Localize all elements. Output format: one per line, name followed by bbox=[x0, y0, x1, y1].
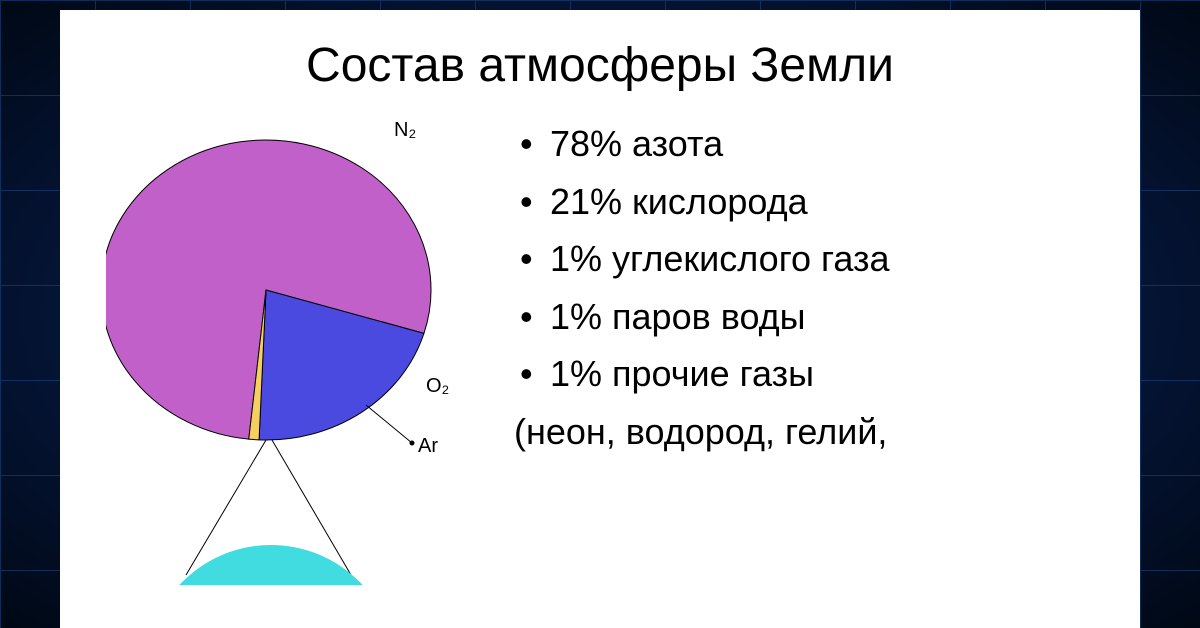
bullet-item: 1% паров воды bbox=[514, 288, 1094, 346]
pie-pointer-dot bbox=[410, 441, 415, 446]
bullet-item: 1% прочие газы bbox=[514, 345, 1094, 403]
bullet-list: 78% азота21% кислорода1% углекислого газ… bbox=[514, 115, 1094, 403]
pie-detail-circle bbox=[146, 545, 396, 585]
pie-svg bbox=[106, 115, 506, 585]
chart-column: N₂ O₂ Ar bbox=[106, 115, 506, 575]
slide-card: Состав атмосферы Земли N₂ O₂ Ar 78% азота2… bbox=[60, 10, 1140, 628]
slide-title: Состав атмосферы Земли bbox=[106, 38, 1094, 93]
bullet-item: 21% кислорода bbox=[514, 173, 1094, 231]
pie-pointer bbox=[366, 405, 412, 443]
pie-label-Ar: Ar bbox=[418, 435, 438, 458]
pie-label-O2: O₂ bbox=[426, 375, 449, 398]
list-tail-line: (неон, водород, гелий, bbox=[514, 403, 1094, 461]
bullet-item: 78% азота bbox=[514, 115, 1094, 173]
pie-label-N2: N₂ bbox=[394, 119, 416, 142]
slide-content: N₂ O₂ Ar 78% азота21% кислорода1% углекисл… bbox=[106, 115, 1094, 575]
composition-list: 78% азота21% кислорода1% углекислого газ… bbox=[514, 115, 1094, 575]
pie-chart: N₂ O₂ Ar bbox=[106, 115, 506, 575]
bullet-item: 1% углекислого газа bbox=[514, 230, 1094, 288]
